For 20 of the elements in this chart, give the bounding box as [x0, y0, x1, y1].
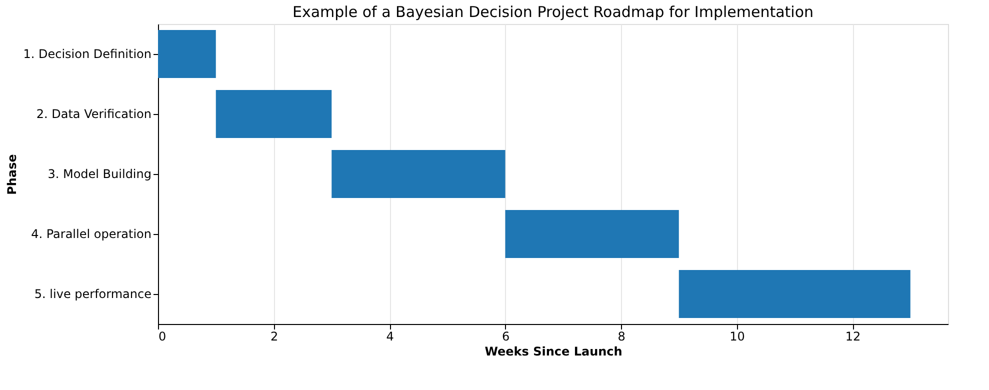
bar: [332, 150, 506, 198]
x-tick-label: 12: [845, 330, 861, 344]
x-tick-label: 0: [158, 330, 166, 344]
bar: [216, 90, 332, 138]
x-tick-label: 10: [730, 330, 745, 344]
y-axis-title: Phase: [5, 154, 20, 195]
chart-title: Example of a Bayesian Decision Project Roadmap for Implementation: [292, 3, 814, 21]
bar: [505, 210, 679, 258]
x-tick-label: 6: [502, 330, 510, 344]
x-axis-title: Weeks Since Launch: [484, 344, 622, 358]
y-tick-label: 1. Decision Definition: [23, 47, 152, 61]
y-tick-label: 5. live performance: [34, 287, 152, 301]
x-tick-label: 2: [270, 330, 278, 344]
bar: [678, 270, 910, 318]
x-tick-label: 8: [618, 330, 626, 344]
y-tick-label: 3. Model Building: [48, 167, 152, 181]
y-tick-label: 4. Parallel operation: [31, 227, 152, 241]
x-tick-label: 4: [386, 330, 394, 344]
bar: [158, 30, 216, 78]
y-tick-label: 2. Data Verification: [36, 107, 152, 121]
